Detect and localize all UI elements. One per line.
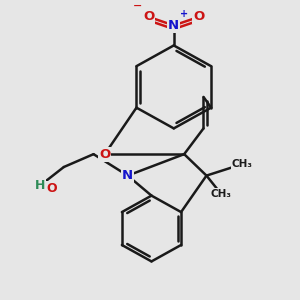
Text: N: N [122, 169, 133, 182]
Text: −: − [133, 1, 142, 11]
Text: O: O [194, 10, 205, 23]
Text: N: N [168, 19, 179, 32]
Text: O: O [46, 182, 57, 195]
Text: CH₃: CH₃ [232, 159, 253, 169]
Text: O: O [143, 10, 154, 23]
Text: H: H [35, 179, 45, 192]
Text: CH₃: CH₃ [211, 189, 232, 199]
Text: +: + [180, 9, 188, 19]
Text: O: O [99, 148, 110, 160]
